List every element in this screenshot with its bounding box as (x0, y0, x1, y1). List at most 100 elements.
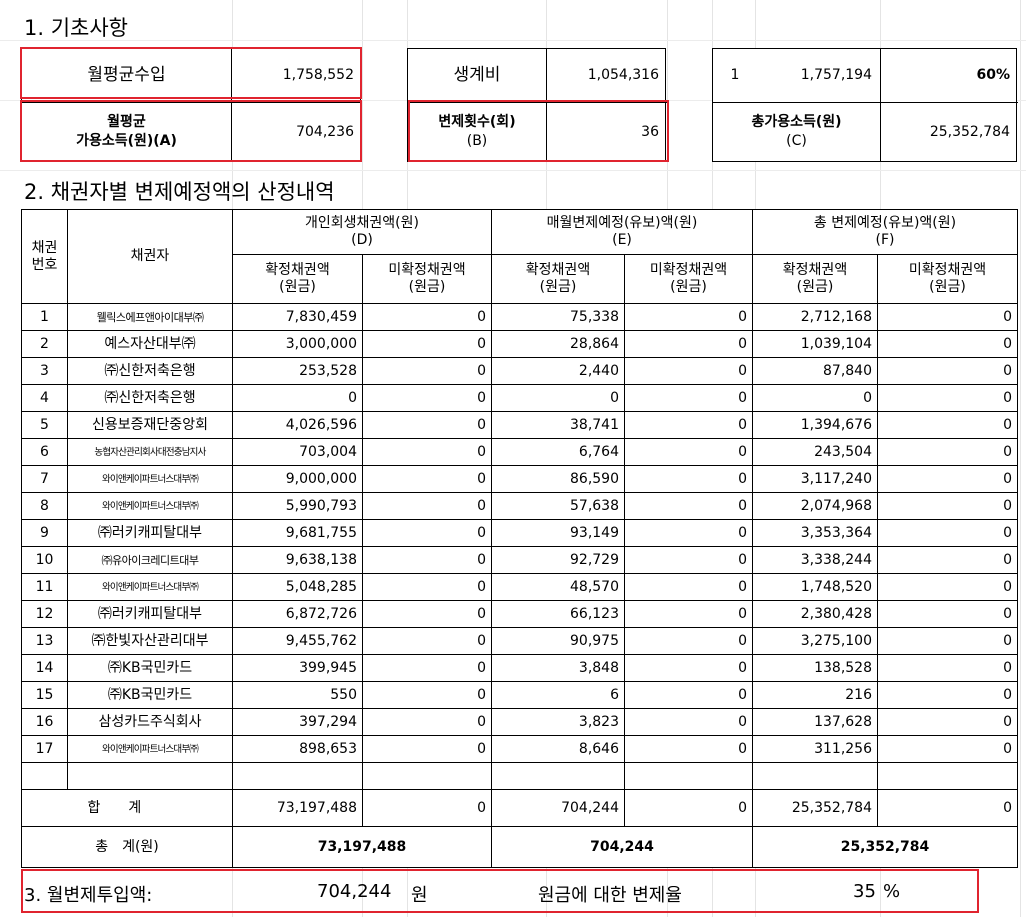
repay-count-value: 36 (641, 123, 659, 140)
row-d1: 9,681,755 (232, 519, 363, 547)
row-e1: 2,440 (491, 357, 625, 385)
row-f1: 138,528 (752, 654, 878, 682)
row-e1: 66,123 (491, 600, 625, 628)
row-d1: 898,653 (232, 735, 363, 763)
table-row: 7 와이앤케이파트너스대부㈜ 9,000,000 0 86,590 0 3,117,240 0 (21, 465, 1018, 493)
group-d-line2: (D) (351, 232, 373, 248)
row-d2: 0 (362, 708, 492, 736)
table-row: 5 신용보증재단중앙회 4,026,596 0 38,741 0 1,394,676 0 (21, 411, 1018, 439)
group-f-line2: (F) (875, 232, 895, 248)
creditor-table-wrapper: 채권 번호 채권자 개인회생채권액(원) (D) 매월변제예정(유보)액(원) (E)… (21, 209, 1018, 868)
row-no: 4 (21, 384, 68, 412)
row-d1: 550 (232, 681, 363, 709)
group-e-line1: 매월변제예정(유보)액(원) (546, 215, 698, 231)
row-f2: 0 (877, 438, 1018, 466)
row-creditor: 와이앤케이파트너스대부㈜ (67, 735, 233, 763)
row-no: 1 (21, 303, 68, 331)
row-e2: 0 (624, 546, 753, 574)
row-creditor: 웰릭스에프앤아이대부㈜ (67, 303, 233, 331)
row-d1: 9,000,000 (232, 465, 363, 493)
section3-label: 3. 월변제투입액: (24, 885, 153, 906)
row-f1: 2,074,968 (752, 492, 878, 520)
table-row: 17 와이앤케이파트너스대부㈜ 898,653 0 8,646 0 311,256 0 (21, 735, 1018, 763)
row-d2: 0 (362, 411, 492, 439)
row-f1: 2,712,168 (752, 303, 878, 331)
row-e2: 0 (624, 303, 753, 331)
row-e1: 3,823 (491, 708, 625, 736)
sum-f1: 25,352,784 (752, 789, 878, 827)
row-no: 5 (21, 411, 68, 439)
row-d1: 703,004 (232, 438, 363, 466)
d-unconfirmed-line2: (원금) (408, 279, 446, 295)
row-f2: 0 (877, 303, 1018, 331)
row-f2: 0 (877, 708, 1018, 736)
total-disposable-value: 25,352,784 (929, 123, 1010, 140)
f-unconfirmed-header: 미확정채권액 (원금) (877, 254, 1018, 304)
total-d: 73,197,488 (232, 826, 492, 868)
col-no-line1: 채권 (31, 239, 58, 256)
d-confirmed-line2: (원금) (279, 279, 316, 295)
row-no: 3 (21, 357, 68, 385)
row-d2: 0 (362, 330, 492, 358)
table-row: 10 ㈜유아이크레디트대부 9,638,138 0 92,729 0 3,338,244 0 (21, 546, 1018, 574)
row-d1: 4,026,596 (232, 411, 363, 439)
row-d1: 5,990,793 (232, 492, 363, 520)
repay-count-line1: 변제횟수(회) (438, 114, 516, 130)
row-d1: 6,872,726 (232, 600, 363, 628)
row-creditor: 와이앤케이파트너스대부㈜ (67, 465, 233, 493)
row-f2: 0 (877, 411, 1018, 439)
row-f2: 0 (877, 681, 1018, 709)
col-creditor-header: 채권자 (67, 209, 233, 304)
row-f2: 0 (877, 384, 1018, 412)
row-f2: 0 (877, 519, 1018, 547)
row-f1: 0 (752, 384, 878, 412)
row-e2: 0 (624, 681, 753, 709)
row-f1: 1,748,520 (752, 573, 878, 601)
row-d2: 0 (362, 600, 492, 628)
row-f1: 1,394,676 (752, 411, 878, 439)
row-f2: 0 (877, 330, 1018, 358)
e-unconfirmed-header: 미확정채권액 (원금) (624, 254, 753, 304)
living-cost-value: 1,054,316 (547, 49, 667, 103)
row-creditor: ㈜KB국민카드 (67, 681, 233, 709)
monthly-repayment-amount: 704,244 (317, 881, 392, 902)
row-d2: 0 (362, 357, 492, 385)
row-f1: 3,275,100 (752, 627, 878, 655)
row-no: 17 (21, 735, 68, 763)
sum-d1: 73,197,488 (232, 789, 363, 827)
row-d2: 0 (362, 303, 492, 331)
table-row: 6 농협자산관리회사대전충남지사 703,004 0 6,764 0 243,504 0 (21, 438, 1018, 466)
row-f1: 2,380,428 (752, 600, 878, 628)
e-unconfirmed-line2: (원금) (670, 279, 707, 295)
row-no: 6 (21, 438, 68, 466)
disposable-income-value: 704,236 (296, 123, 354, 140)
row-f2: 0 (877, 465, 1018, 493)
total-label: 총 계(원) (21, 826, 233, 868)
row-no: 15 (21, 681, 68, 709)
row-d2: 0 (362, 735, 492, 763)
row-f1: 137,628 (752, 708, 878, 736)
row-e2: 0 (624, 519, 753, 547)
group-e-line2: (E) (612, 232, 632, 248)
row-creditor: ㈜러키캐피탈대부 (67, 600, 233, 628)
table-row: 15 ㈜KB국민카드 550 0 6 0 216 0 (21, 681, 1018, 709)
row-e1: 90,975 (491, 627, 625, 655)
d-confirmed-line1: 확정채권액 (265, 262, 330, 278)
section1-title: 1. 기초사항 (24, 16, 128, 40)
creditor-table: 채권 번호 채권자 개인회생채권액(원) (D) 매월변제예정(유보)액(원) (E)… (21, 209, 1018, 868)
sum-e2: 0 (624, 789, 753, 827)
row-e1: 57,638 (491, 492, 625, 520)
row-f2: 0 (877, 654, 1018, 682)
table-row: 8 와이앤케이파트너스대부㈜ 5,990,793 0 57,638 0 2,074,968 0 (21, 492, 1018, 520)
row-e1: 48,570 (491, 573, 625, 601)
group-f-line1: 총 변제예정(유보)액(원) (813, 215, 957, 231)
row-d1: 9,455,762 (232, 627, 363, 655)
row-d2: 0 (362, 438, 492, 466)
sum-row: 합 계 73,197,488 0 704,244 0 25,352,784 0 (21, 789, 1018, 827)
d-unconfirmed-header: 미확정채권액 (원금) (362, 254, 492, 304)
disposable-income-label: 월평균 가용소득(원)(A) (22, 103, 232, 161)
blank-row (21, 762, 1018, 790)
disposable-label-line1: 월평균 (107, 114, 146, 130)
monthly-income-value: 1,758,552 (232, 49, 362, 103)
row-e2: 0 (624, 438, 753, 466)
